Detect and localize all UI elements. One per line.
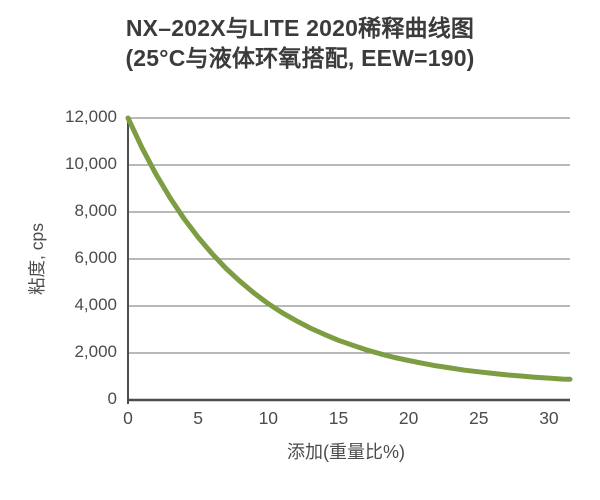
- y-tick-label: 12,000: [65, 107, 117, 126]
- y-tick-label: 8,000: [74, 201, 117, 220]
- x-tick-label: 30: [539, 408, 559, 428]
- chart-title-line1: NX–202X与LITE 2020稀释曲线图: [125, 15, 475, 41]
- x-tick-label: 20: [399, 408, 419, 428]
- x-tick-label: 10: [259, 408, 279, 428]
- y-tick-label: 4,000: [74, 295, 117, 314]
- x-axis-title: 添加(重量比%): [287, 442, 405, 462]
- x-tick-label: 0: [123, 408, 133, 428]
- y-tick-label: 2,000: [74, 342, 117, 361]
- x-tick-label: 5: [193, 408, 203, 428]
- y-tick-label: 0: [108, 389, 117, 408]
- y-axis-title: 粘度, cps: [27, 223, 47, 295]
- y-tick-label: 10,000: [65, 154, 117, 173]
- y-tick-label: 6,000: [74, 248, 117, 267]
- x-tick-label: 25: [469, 408, 488, 428]
- x-tick-label: 15: [329, 408, 348, 428]
- dilution-curve-chart: 0 2,000 4,000 6,000 8,000 10,000 12,000 0 5 10 15 2…: [27, 107, 573, 462]
- dilution-curve: [125, 115, 573, 382]
- chart-title: NX–202X与LITE 2020稀释曲线图 (25°C与液体环氧搭配, EEW…: [0, 0, 600, 90]
- chart-title-line2: (25°C与液体环氧搭配, EEW=190): [125, 45, 475, 71]
